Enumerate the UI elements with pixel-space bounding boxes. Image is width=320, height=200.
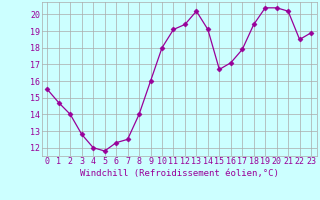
X-axis label: Windchill (Refroidissement éolien,°C): Windchill (Refroidissement éolien,°C) (80, 169, 279, 178)
